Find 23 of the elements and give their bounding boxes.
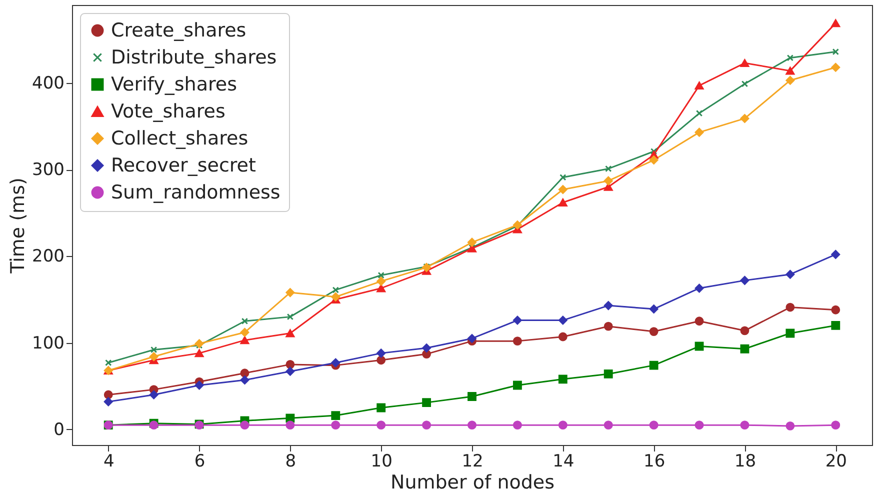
x-tick-label: 10: [370, 452, 392, 472]
legend-label: Vote_shares: [111, 100, 226, 122]
x-tick-label: 6: [194, 452, 206, 472]
y-tick-label: 0: [54, 420, 64, 440]
x-tick-label: 8: [285, 452, 296, 472]
y-tick-label: 400: [32, 73, 64, 94]
y-tick-label: 100: [32, 333, 64, 354]
x-tick-label: 18: [734, 452, 756, 472]
legend-label: Recover_secret: [111, 154, 256, 176]
x-tick-label: 20: [825, 452, 847, 472]
legend-label: Create_shares: [111, 20, 246, 42]
y-axis-title: Time (ms): [7, 178, 30, 274]
legend-label: Verify_shares: [111, 74, 237, 96]
x-tick-label: 12: [462, 452, 484, 472]
legend-label: Collect_shares: [111, 128, 248, 150]
x-tick-label: 14: [552, 452, 574, 472]
y-tick-label: 200: [32, 246, 64, 267]
legend-label: Distribute_shares: [111, 46, 277, 68]
legend-label: Sum_randomness: [111, 182, 280, 204]
x-tick-label: 4: [103, 452, 114, 472]
x-tick-label: 16: [644, 452, 666, 472]
x-axis-title: Number of nodes: [390, 472, 555, 494]
y-tick-label: 300: [32, 160, 64, 180]
